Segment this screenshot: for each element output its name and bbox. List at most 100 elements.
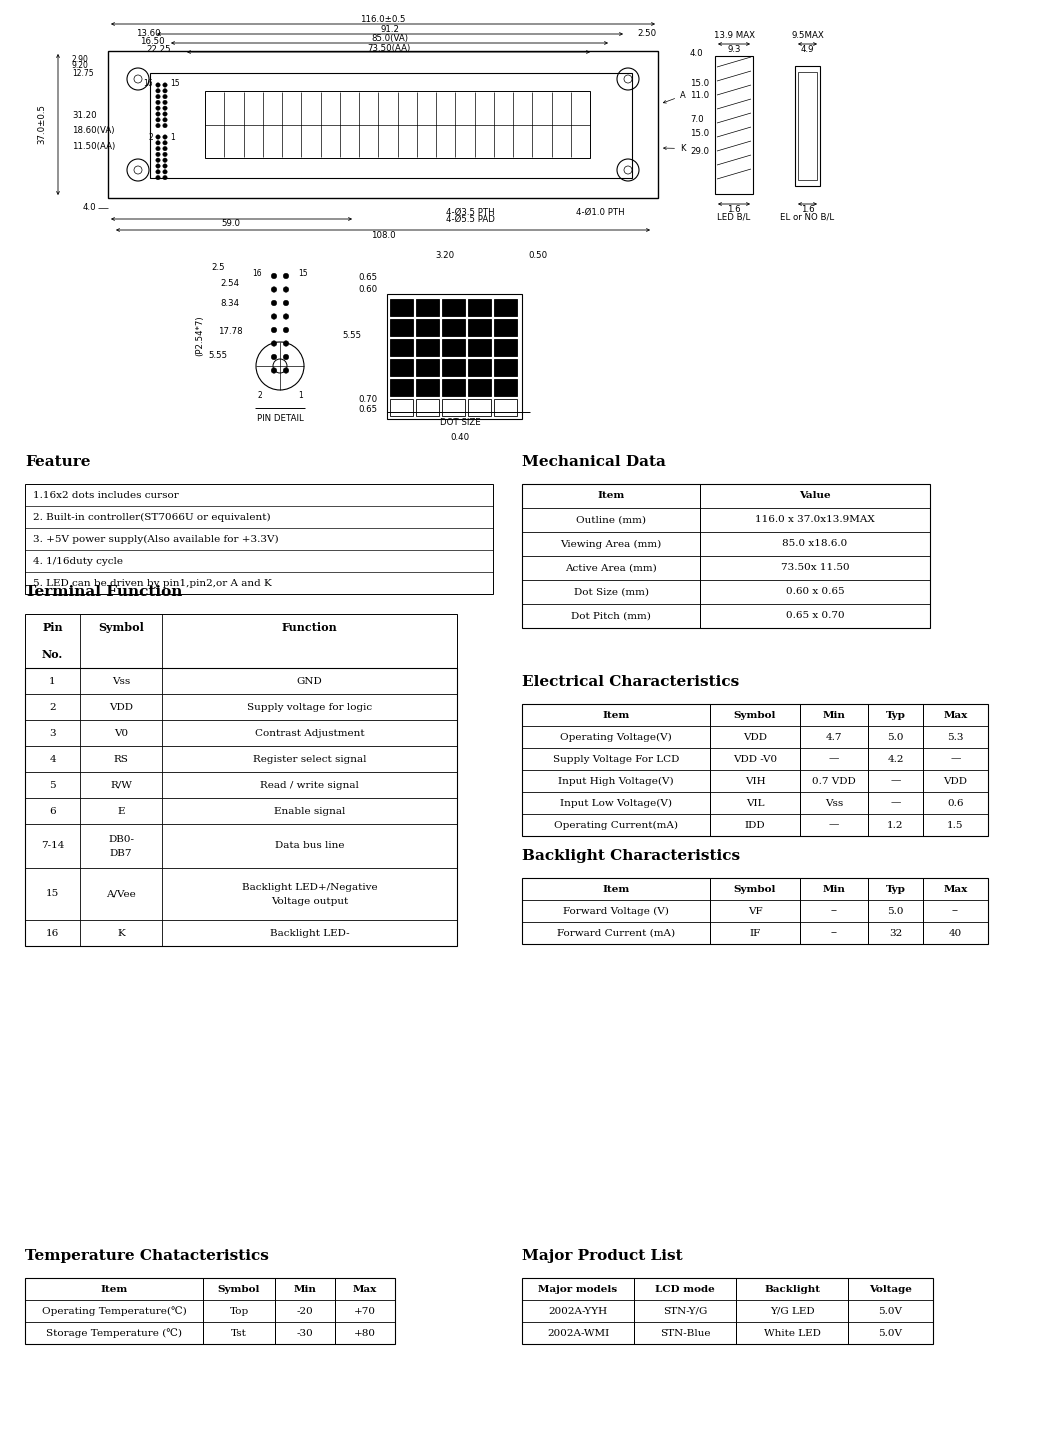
Text: 6: 6 [49,807,55,815]
Text: Symbol: Symbol [98,622,144,633]
Text: Dot Size (mm): Dot Size (mm) [573,588,648,597]
Bar [416,379,438,396]
Text: Typ: Typ [885,884,905,894]
Text: 32: 32 [888,929,902,938]
Text: Storage Temperature (℃): Storage Temperature (℃) [46,1328,182,1338]
Circle shape [156,83,160,87]
Text: Input High Voltage(V): Input High Voltage(V) [559,776,673,786]
Bar [442,360,465,376]
Text: 1: 1 [170,132,174,141]
Bar [522,878,988,943]
Circle shape [156,106,160,111]
Text: RS: RS [114,754,128,763]
Text: 8.34: 8.34 [220,300,239,309]
Bar [205,90,590,159]
Text: 4.0: 4.0 [690,48,704,57]
Circle shape [163,112,167,116]
Text: Vss: Vss [825,798,844,808]
Circle shape [283,287,289,293]
Text: 31.20: 31.20 [72,112,97,121]
Text: 3: 3 [49,728,55,738]
Text: 2: 2 [148,132,153,141]
Text: Min: Min [293,1284,316,1293]
Text: 4.0: 4.0 [82,204,96,213]
Text: Pin: Pin [42,622,63,633]
Bar [468,399,491,416]
Circle shape [163,95,167,99]
Text: 0.50: 0.50 [528,252,547,261]
Circle shape [163,118,167,122]
Circle shape [156,169,160,175]
Text: 4.9: 4.9 [801,45,814,54]
Text: +70: +70 [354,1306,376,1316]
Bar [25,483,493,594]
Text: 17.78: 17.78 [218,326,242,335]
Text: Supply voltage for logic: Supply voltage for logic [247,702,372,712]
Circle shape [156,95,160,99]
Circle shape [163,141,167,146]
Text: 5. LED can be driven by pin1,pin2,or A and K: 5. LED can be driven by pin1,pin2,or A a… [33,578,271,588]
Text: VDD: VDD [944,776,968,785]
Circle shape [156,163,160,169]
Text: 5.55: 5.55 [342,332,361,341]
Text: Register select signal: Register select signal [253,754,366,763]
Bar [522,483,930,628]
Circle shape [156,89,160,93]
Text: 7-14: 7-14 [41,842,64,850]
Bar [150,73,632,178]
Text: 0.60 x 0.65: 0.60 x 0.65 [786,588,845,597]
Circle shape [271,274,277,278]
Bar [798,71,817,181]
Text: EL or NO B/L: EL or NO B/L [781,213,834,221]
Circle shape [163,153,167,157]
Text: GND: GND [296,677,323,686]
Text: Max: Max [353,1284,377,1293]
Text: 5.3: 5.3 [947,732,964,741]
Text: LED B/L: LED B/L [717,213,751,221]
Circle shape [283,274,289,278]
Text: 2.90: 2.90 [72,54,89,64]
Text: IF: IF [750,929,761,938]
Text: K: K [117,929,125,938]
Bar [416,319,438,336]
Text: 1.5: 1.5 [947,821,964,830]
Text: VDD: VDD [109,702,133,712]
Text: Supply Voltage For LCD: Supply Voltage For LCD [553,754,680,763]
Circle shape [271,368,277,373]
Text: Item: Item [597,492,624,501]
Text: 15.0: 15.0 [690,80,709,89]
Circle shape [271,300,277,306]
Text: 22.25: 22.25 [146,45,170,54]
Text: DOT SIZE: DOT SIZE [440,418,480,427]
Text: LCD mode: LCD mode [656,1284,715,1293]
Text: Symbol: Symbol [734,711,776,719]
Text: 40: 40 [949,929,963,938]
Text: Backlight Characteristics: Backlight Characteristics [522,849,740,863]
Text: Value: Value [800,492,831,501]
Text: 11.50(AA): 11.50(AA) [72,141,115,150]
Circle shape [156,147,160,151]
Text: 3. +5V power supply(Also available for +3.3V): 3. +5V power supply(Also available for +… [33,534,279,543]
Text: No.: No. [42,649,63,660]
Circle shape [283,368,289,373]
Text: Backlight LED+/Negative: Backlight LED+/Negative [242,882,377,891]
Circle shape [271,354,277,360]
Text: 0.65: 0.65 [358,406,378,415]
Circle shape [156,153,160,157]
Text: Item: Item [100,1284,127,1293]
Bar [468,379,491,396]
Text: 18.60(VA): 18.60(VA) [72,127,115,135]
Text: 29.0: 29.0 [690,147,709,156]
Circle shape [156,159,160,163]
Text: 0.7 VDD: 0.7 VDD [812,776,856,785]
Bar [494,319,517,336]
Text: Read / write signal: Read / write signal [260,780,359,789]
Text: 9.5MAX: 9.5MAX [791,32,824,41]
Text: Symbol: Symbol [218,1284,260,1293]
Text: 2. Built-in controller(ST7066U or equivalent): 2. Built-in controller(ST7066U or equiva… [33,513,270,521]
Text: 15: 15 [170,79,180,87]
Text: 16: 16 [46,929,60,938]
Text: —: — [829,754,839,763]
Text: 5.0: 5.0 [887,907,904,916]
Text: 0.65: 0.65 [358,274,378,282]
